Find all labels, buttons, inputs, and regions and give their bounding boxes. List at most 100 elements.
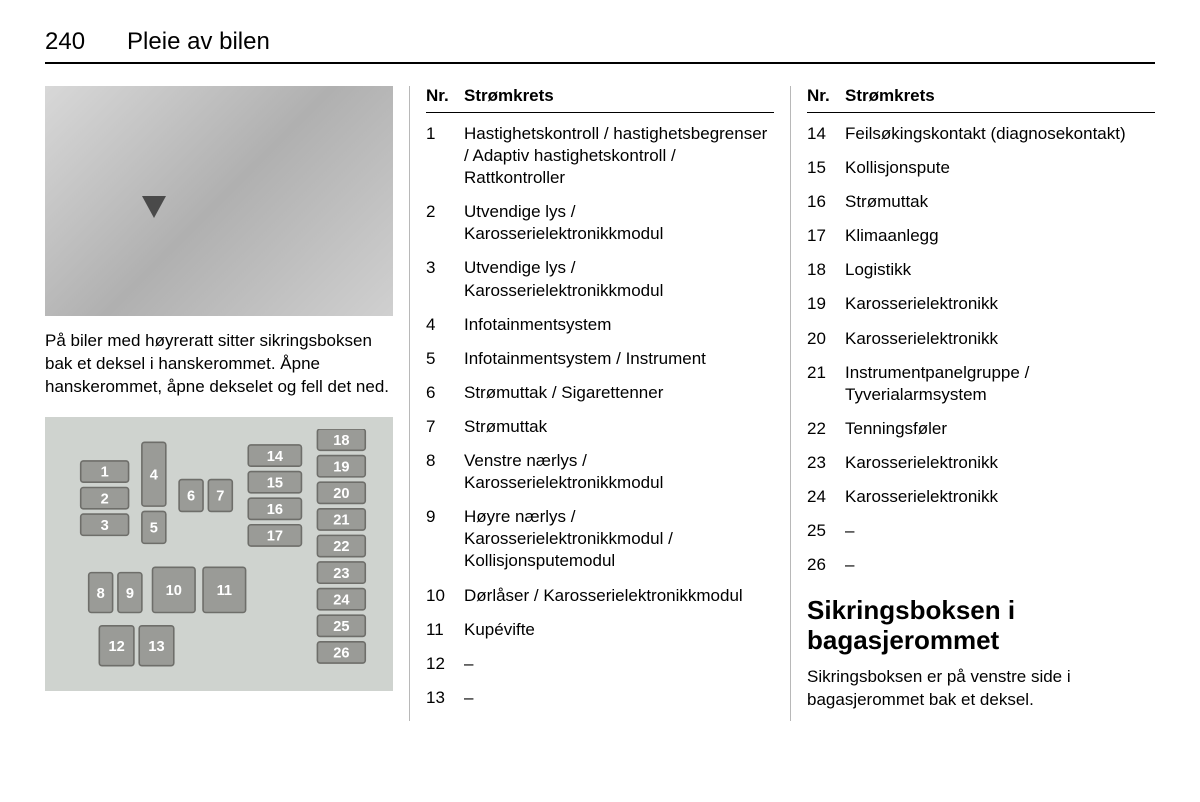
- fuse-nr: 16: [807, 191, 845, 213]
- fuse-label: Utvendige lys / Karosserielektronikkmodu…: [464, 257, 774, 301]
- fuse-slot-number: 2: [101, 491, 109, 507]
- fuse-row: 18Logistikk: [807, 259, 1155, 281]
- fuse-slot-number: 18: [333, 433, 349, 449]
- fuse-row: 9Høyre nærlys / Karosserielektronikkmodu…: [426, 506, 774, 572]
- fuse-nr: 26: [807, 554, 845, 576]
- fuse-nr: 3: [426, 257, 464, 279]
- fuse-slot-number: 1: [101, 465, 109, 481]
- fuse-row: 4Infotainmentsystem: [426, 314, 774, 336]
- fuse-label: Karosserielektronikk: [845, 486, 1155, 508]
- fuse-label: Infotainmentsystem / Instrument: [464, 348, 774, 370]
- fuse-nr: 18: [807, 259, 845, 281]
- fuse-nr: 14: [807, 123, 845, 145]
- fuse-label: Klimaanlegg: [845, 225, 1155, 247]
- fuse-row: 15Kollisjonspute: [807, 157, 1155, 179]
- fuse-slot-number: 14: [267, 449, 284, 465]
- fuse-nr: 12: [426, 653, 464, 675]
- fuse-label: Feilsøkingskontakt (diagnosekontakt): [845, 123, 1155, 145]
- fuse-label: –: [845, 554, 1155, 576]
- fuse-slot-number: 12: [108, 639, 124, 655]
- fuse-slot-number: 16: [267, 502, 283, 518]
- fuse-label: Infotainmentsystem: [464, 314, 774, 336]
- fuse-row: 1Hastighetskontroll / hastighetsbegrense…: [426, 123, 774, 189]
- fuse-label: Hastighetskontroll / hastighetsbegrenser…: [464, 123, 774, 189]
- fuse-slot-number: 19: [333, 459, 349, 475]
- fuse-row: 21Instrumentpanelgruppe / Tyverialarmsys…: [807, 362, 1155, 406]
- fuse-slot-number: 17: [267, 528, 283, 544]
- fuse-row: 3Utvendige lys / Karosserielektronikkmod…: [426, 257, 774, 301]
- fuse-nr: 17: [807, 225, 845, 247]
- content-columns: På biler med høyreratt sitter sikringsbo…: [45, 86, 1155, 721]
- fuse-label: Instrumentpanelgruppe / Tyverialarmsyste…: [845, 362, 1155, 406]
- fuse-row: 13–: [426, 687, 774, 709]
- fuse-nr: 19: [807, 293, 845, 315]
- fuse-nr: 13: [426, 687, 464, 709]
- fuse-nr: 20: [807, 328, 845, 350]
- fuse-label: Strømuttak: [464, 416, 774, 438]
- fuse-nr: 23: [807, 452, 845, 474]
- photo-caption: På biler med høyreratt sitter sikringsbo…: [45, 330, 393, 399]
- fuse-slot-number: 3: [101, 518, 109, 534]
- fuse-slot-number: 11: [217, 583, 232, 599]
- fuse-layout-diagram: 1234567141516178910111213181920212223242…: [45, 417, 393, 691]
- fuse-nr: 22: [807, 418, 845, 440]
- fuse-label: Karosserielektronikk: [845, 452, 1155, 474]
- fuse-nr: 21: [807, 362, 845, 384]
- fuse-label: Høyre nærlys / Karosserielektronikkmodul…: [464, 506, 774, 572]
- fuse-row: 10Dørlåser / Karosserielektronikkmodul: [426, 585, 774, 607]
- fuse-nr: 4: [426, 314, 464, 336]
- fuse-slot-number: 9: [126, 586, 134, 602]
- fuse-slot-number: 7: [216, 488, 224, 504]
- fuse-nr: 6: [426, 382, 464, 404]
- fuse-slot-number: 20: [333, 486, 349, 502]
- fuse-row: 19Karosserielektronikk: [807, 293, 1155, 315]
- section-title: Sikringsboksen i bagasjerommet: [807, 596, 1155, 656]
- column-right: Nr. Strømkrets 14Feilsøkingskontakt (dia…: [791, 86, 1155, 721]
- fuse-label: Venstre nærlys / Karosserielektronikkmod…: [464, 450, 774, 494]
- fuse-row: 11Kupévifte: [426, 619, 774, 641]
- fuse-label: Strømuttak / Sigarettenner: [464, 382, 774, 404]
- fuse-label: Kollisjonspute: [845, 157, 1155, 179]
- fuse-row: 2Utvendige lys / Karosserielektronikkmod…: [426, 201, 774, 245]
- fuse-row: 17Klimaanlegg: [807, 225, 1155, 247]
- fuse-row: 6Strømuttak / Sigarettenner: [426, 382, 774, 404]
- page-header: 240 Pleie av bilen: [45, 28, 1155, 64]
- fuse-nr: 15: [807, 157, 845, 179]
- th-label: Strømkrets: [464, 86, 774, 106]
- fuse-label: –: [464, 653, 774, 675]
- fuse-row: 20Karosserielektronikk: [807, 328, 1155, 350]
- fuse-list-right: 14Feilsøkingskontakt (diagnosekontakt)15…: [807, 123, 1155, 576]
- fuse-label: –: [464, 687, 774, 709]
- fuse-row: 26–: [807, 554, 1155, 576]
- fuse-row: 24Karosserielektronikk: [807, 486, 1155, 508]
- chapter-title: Pleie av bilen: [127, 28, 270, 56]
- fuse-nr: 24: [807, 486, 845, 508]
- section-body: Sikringsboksen er på venstre side i baga…: [807, 666, 1155, 712]
- fuse-slot-number: 26: [333, 645, 349, 661]
- fuse-slot-number: 22: [333, 539, 349, 555]
- fuse-list-middle: 1Hastighetskontroll / hastighetsbegrense…: [426, 123, 774, 709]
- fuse-slot-number: 10: [166, 583, 182, 599]
- th-nr: Nr.: [807, 86, 845, 106]
- fuse-nr: 25: [807, 520, 845, 542]
- fuse-slot-number: 25: [333, 619, 349, 635]
- fuse-nr: 8: [426, 450, 464, 472]
- th-nr: Nr.: [426, 86, 464, 106]
- fuse-slot-number: 6: [187, 488, 195, 504]
- fuse-slot-number: 4: [150, 467, 159, 483]
- fuse-nr: 11: [426, 619, 464, 641]
- fuse-table-header: Nr. Strømkrets: [426, 86, 774, 113]
- column-middle: Nr. Strømkrets 1Hastighetskontroll / has…: [410, 86, 790, 721]
- page-number: 240: [45, 28, 85, 56]
- fuse-nr: 5: [426, 348, 464, 370]
- fuse-label: Logistikk: [845, 259, 1155, 281]
- fuse-slot-number: 21: [333, 512, 349, 528]
- fuse-row: 22Tenningsføler: [807, 418, 1155, 440]
- fuse-label: Karosserielektronikk: [845, 293, 1155, 315]
- fuse-slot-number: 5: [150, 520, 158, 536]
- fuse-row: 5Infotainmentsystem / Instrument: [426, 348, 774, 370]
- fuse-slot-number: 8: [97, 586, 105, 602]
- fuse-row: 14Feilsøkingskontakt (diagnosekontakt): [807, 123, 1155, 145]
- fuse-label: Kupévifte: [464, 619, 774, 641]
- fuse-row: 23Karosserielektronikk: [807, 452, 1155, 474]
